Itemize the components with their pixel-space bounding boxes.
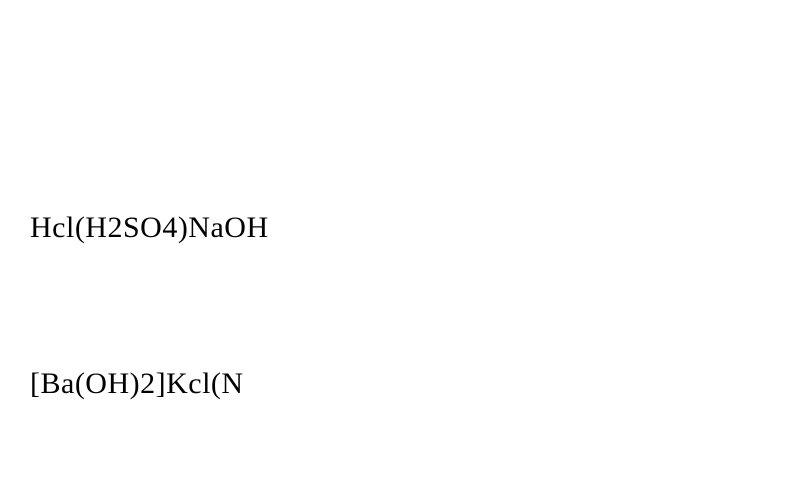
text-line-2: [Ba(OH)2]Kcl(N bbox=[30, 358, 770, 410]
chemistry-text-block: Hcl(H2SO4)NaOH [Ba(OH)2]Kcl(N H4Cl)NaNO3… bbox=[30, 98, 770, 500]
text-line-1: Hcl(H2SO4)NaOH bbox=[30, 202, 770, 254]
document-page: Hcl(H2SO4)NaOH [Ba(OH)2]Kcl(N H4Cl)NaNO3… bbox=[0, 0, 800, 500]
